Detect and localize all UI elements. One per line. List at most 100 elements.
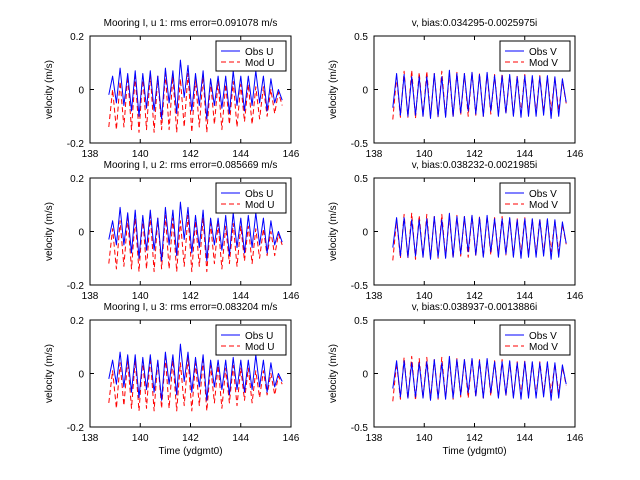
series-line-obs-v xyxy=(392,355,567,401)
x-tick-label: 140 xyxy=(132,291,149,302)
legend-entry: Obs U xyxy=(245,47,273,58)
x-tick-label: 146 xyxy=(567,433,584,444)
legend-box xyxy=(215,182,287,214)
legend-entry: Mod V xyxy=(529,58,558,69)
legend-entry: Mod U xyxy=(245,200,274,211)
legend-entry: Obs V xyxy=(529,189,557,200)
x-tick-label: 142 xyxy=(182,433,199,444)
x-tick-label: 142 xyxy=(466,433,483,444)
x-tick-label: 144 xyxy=(232,149,249,160)
x-tick-label: 138 xyxy=(366,433,383,444)
series-line-mod-u xyxy=(108,214,283,273)
legend-entry: Mod V xyxy=(529,342,558,353)
series-line-obs-v xyxy=(392,69,567,119)
y-axis-label: velocity (m/s) xyxy=(328,344,339,403)
y-tick-label: 0 xyxy=(78,370,84,381)
legend-box xyxy=(499,324,571,356)
subplot-title: Mooring I, u 2: rms error=0.085669 m/s xyxy=(104,160,278,171)
legend-entry: Obs V xyxy=(529,331,557,342)
y-axis-label: velocity (m/s) xyxy=(44,60,55,119)
y-tick-label: 0.5 xyxy=(354,32,368,43)
series-line-obs-v xyxy=(392,212,567,260)
subplot-title: v, bias:0.038937-0.0013886i xyxy=(412,302,537,313)
legend-entry: Mod U xyxy=(245,342,274,353)
x-tick-label: 138 xyxy=(82,149,99,160)
x-tick-label: 140 xyxy=(132,433,149,444)
x-tick-label: 138 xyxy=(366,149,383,160)
legend-entry: Obs U xyxy=(245,189,273,200)
y-tick-label: 0.5 xyxy=(354,316,368,327)
y-tick-label: -0.5 xyxy=(351,139,369,150)
x-tick-label: 146 xyxy=(567,291,584,302)
y-tick-label: -0.2 xyxy=(67,281,85,292)
y-tick-label: 0.2 xyxy=(70,316,84,327)
y-tick-label: 0 xyxy=(362,370,368,381)
y-tick-label: -0.2 xyxy=(67,139,85,150)
legend-entry: Obs V xyxy=(529,47,557,58)
x-tick-label: 146 xyxy=(567,149,584,160)
legend-entry: Mod U xyxy=(245,58,274,69)
x-axis-label: Time (ydgmt0) xyxy=(442,446,506,457)
y-axis-label: velocity (m/s) xyxy=(328,60,339,119)
series-line-obs-u xyxy=(108,343,283,401)
subplot-title: v, bias:0.034295-0.0025975i xyxy=(412,18,537,29)
legend-box xyxy=(215,40,287,72)
x-tick-label: 142 xyxy=(466,149,483,160)
y-axis-label: velocity (m/s) xyxy=(44,344,55,403)
series-line-mod-u xyxy=(108,356,283,412)
y-tick-label: 0 xyxy=(362,86,368,97)
x-axis-label: Time (ydgmt0) xyxy=(158,446,222,457)
subplot-2: 138 140 142 144 146 -0.5 0 0.5 v, bias:0.034295-… xyxy=(328,18,584,160)
x-tick-label: 144 xyxy=(232,291,249,302)
y-tick-label: 0 xyxy=(78,86,84,97)
legend-box xyxy=(499,182,571,214)
x-tick-label: 140 xyxy=(416,291,433,302)
x-tick-label: 144 xyxy=(516,149,533,160)
x-tick-label: 142 xyxy=(182,149,199,160)
series-line-obs-u xyxy=(108,59,283,120)
subplot-5: 138 140 142 144 146 -0.2 0 0.2 Mooring I, u 3: r… xyxy=(44,302,300,457)
y-tick-label: 0 xyxy=(78,228,84,239)
subplot-title: Mooring I, u 3: rms error=0.083204 m/s xyxy=(104,302,278,313)
legend-entry: Mod V xyxy=(529,200,558,211)
y-tick-label: -0.5 xyxy=(351,423,369,434)
y-tick-label: 0.5 xyxy=(354,174,368,185)
x-tick-label: 146 xyxy=(283,149,300,160)
y-tick-label: 0 xyxy=(362,228,368,239)
x-tick-label: 144 xyxy=(232,433,249,444)
y-tick-label: 0.2 xyxy=(70,32,84,43)
x-tick-label: 138 xyxy=(366,291,383,302)
x-tick-label: 140 xyxy=(416,149,433,160)
subplot-3: 138 140 142 144 146 -0.2 0 0.2 Mooring I, u 2: r… xyxy=(44,160,300,302)
y-tick-label: -0.5 xyxy=(351,281,369,292)
legend-box xyxy=(215,324,287,356)
y-tick-label: 0.2 xyxy=(70,174,84,185)
series-line-mod-u xyxy=(108,73,283,133)
y-axis-label: velocity (m/s) xyxy=(44,202,55,261)
x-tick-label: 140 xyxy=(132,149,149,160)
x-tick-label: 138 xyxy=(82,433,99,444)
subplot-4: 138 140 142 144 146 -0.5 0 0.5 v, bias:0.038232-… xyxy=(328,160,584,302)
subplot-title: v, bias:0.038232-0.0021985i xyxy=(412,160,537,171)
x-tick-label: 146 xyxy=(283,433,300,444)
x-tick-label: 140 xyxy=(416,433,433,444)
x-tick-label: 144 xyxy=(516,433,533,444)
x-tick-label: 142 xyxy=(182,291,199,302)
subplot-1: 138 140 142 144 146 -0.2 0 0.2 Mooring I, u 1: r… xyxy=(44,18,300,160)
legend-box xyxy=(499,40,571,72)
x-tick-label: 138 xyxy=(82,291,99,302)
series-line-obs-u xyxy=(108,201,283,262)
legend-entry: Obs U xyxy=(245,331,273,342)
y-tick-label: -0.2 xyxy=(67,423,85,434)
x-tick-label: 142 xyxy=(466,291,483,302)
x-tick-label: 146 xyxy=(283,291,300,302)
subplot-6: 138 140 142 144 146 -0.5 0 0.5 v, bias:0.038937-… xyxy=(328,302,584,457)
x-tick-label: 144 xyxy=(516,291,533,302)
